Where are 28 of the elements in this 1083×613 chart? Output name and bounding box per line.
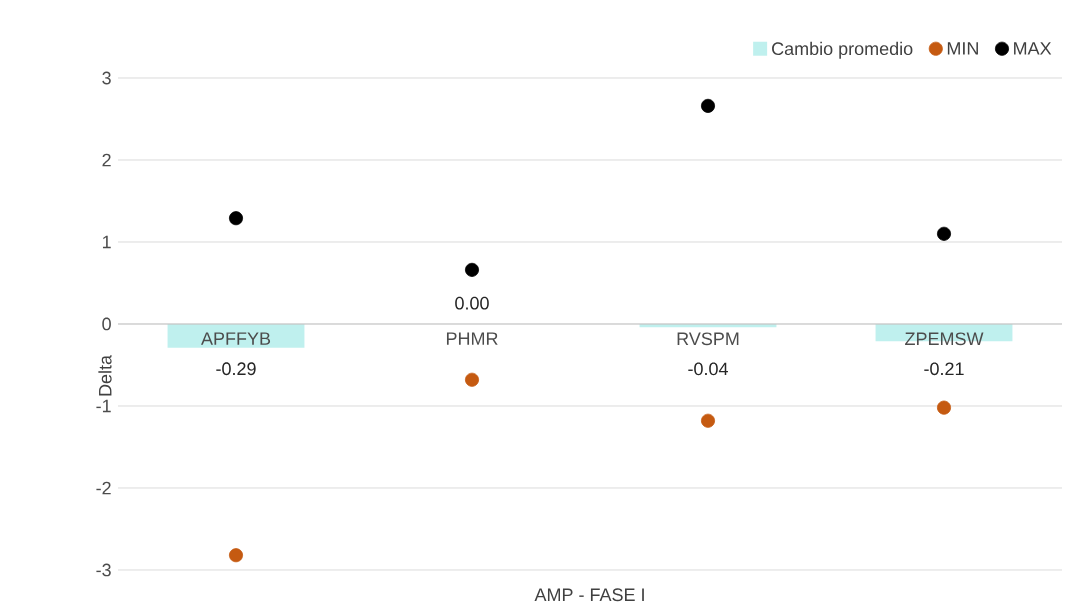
point	[937, 400, 951, 415]
x-tick-label: APFFYB	[201, 332, 271, 345]
point	[229, 211, 243, 226]
x-tick-label: RVSPM	[677, 332, 739, 346]
legend-label: Cambio promedio	[772, 41, 913, 59]
y-tick-label: -2	[96, 481, 111, 495]
x-tick-label: PHMR	[446, 332, 498, 345]
y-tick-label: -1	[96, 399, 111, 413]
point	[701, 98, 715, 113]
y-tick-label: -3	[96, 563, 111, 577]
data-label: -0.04	[688, 362, 728, 376]
point	[229, 548, 243, 563]
point	[465, 262, 479, 277]
data-label: -0.21	[924, 362, 964, 376]
data-label: -0.29	[216, 362, 256, 376]
data-label: 0.00	[455, 296, 489, 310]
x-axis-title: AMP - FASE I	[534, 588, 644, 602]
legend-label: MAX	[1014, 42, 1052, 55]
legend-label: MIN	[947, 42, 978, 55]
y-axis-title: Delta	[98, 354, 112, 396]
x-tick-label: ZPEMSW	[905, 332, 984, 346]
y-tick-label: 0	[102, 317, 111, 331]
point	[937, 226, 951, 241]
point	[701, 413, 715, 428]
y-tick-label: 3	[102, 71, 111, 85]
y-tick-label: 2	[102, 153, 111, 167]
point	[465, 372, 479, 387]
y-tick-label: 1	[102, 235, 111, 249]
